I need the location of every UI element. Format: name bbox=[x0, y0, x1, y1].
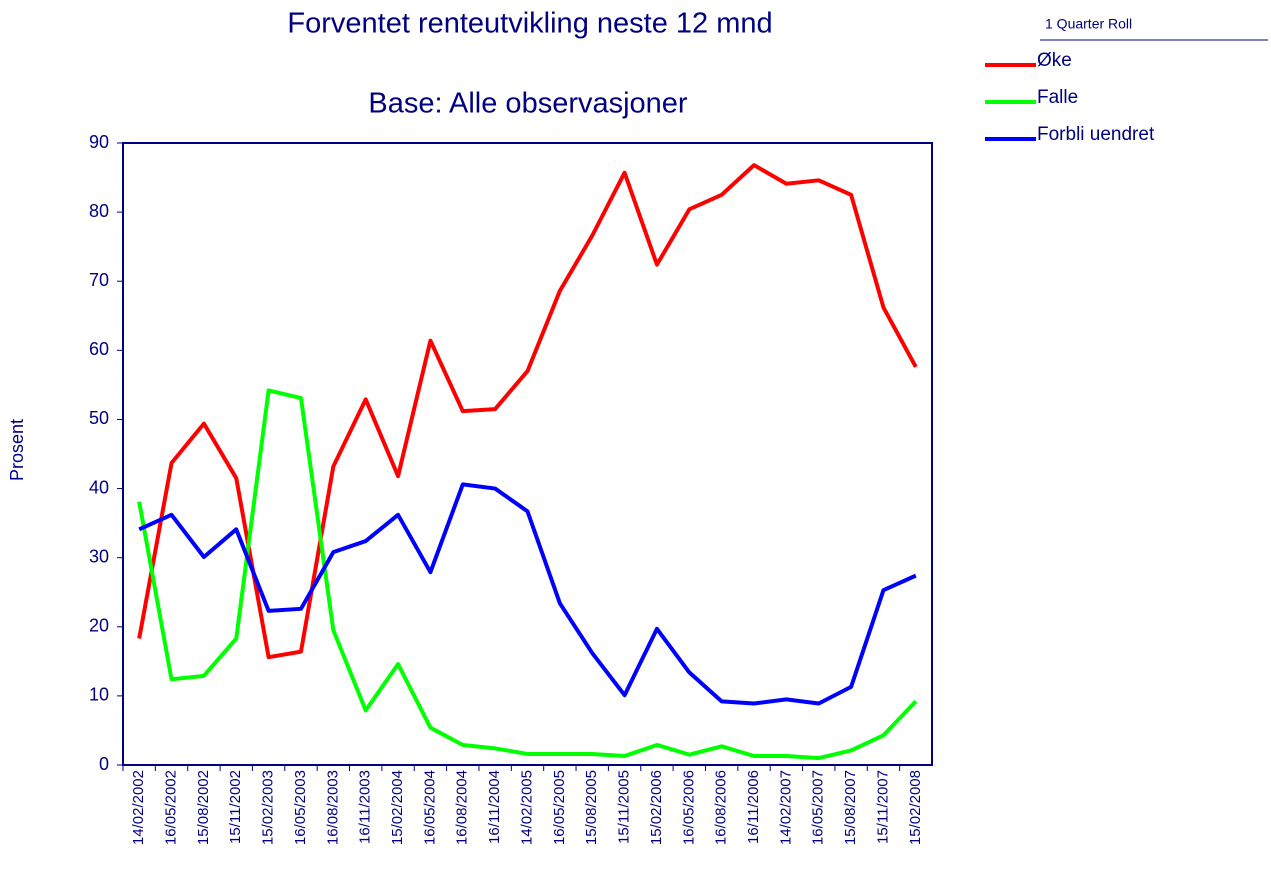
legend-title: 1 Quarter Roll bbox=[1045, 16, 1132, 32]
chart-subtitle: Base: Alle observasjoner bbox=[368, 88, 688, 120]
y-tick-label: 30 bbox=[89, 546, 109, 566]
x-tick-label: 15/08/2005 bbox=[583, 770, 600, 845]
y-tick-label: 90 bbox=[89, 132, 109, 152]
x-tick-label: 16/05/2005 bbox=[551, 770, 568, 845]
y-tick-label: 60 bbox=[89, 339, 109, 359]
x-tick-label: 16/05/2004 bbox=[421, 770, 438, 845]
y-tick-label: 40 bbox=[89, 477, 109, 497]
x-tick-label: 14/02/2002 bbox=[130, 770, 147, 845]
x-tick-label: 16/05/2007 bbox=[810, 770, 827, 845]
x-tick-label: 15/08/2007 bbox=[842, 770, 859, 845]
y-tick-label: 20 bbox=[89, 616, 109, 636]
x-tick-label: 16/08/2003 bbox=[324, 770, 341, 845]
series-line bbox=[137, 163, 918, 660]
x-tick-label: 16/05/2002 bbox=[163, 770, 180, 845]
series-line bbox=[138, 482, 917, 706]
chart-title: Forventet renteutvikling neste 12 mnd bbox=[287, 8, 772, 40]
x-tick-label: 16/08/2006 bbox=[713, 770, 730, 845]
x-tick-label: 15/02/2004 bbox=[389, 770, 406, 845]
y-tick-label: 50 bbox=[89, 408, 109, 428]
x-tick-label: 15/11/2002 bbox=[227, 770, 244, 844]
x-tick-label: 15/02/2006 bbox=[648, 770, 665, 845]
x-tick-label: 16/05/2003 bbox=[292, 770, 309, 845]
y-tick-label: 0 bbox=[99, 754, 109, 774]
y-axis-label: Prosent bbox=[7, 419, 27, 481]
x-tick-label: 15/08/2002 bbox=[195, 770, 212, 845]
x-tick-label: 16/11/2006 bbox=[745, 770, 762, 844]
x-tick-label: 16/05/2006 bbox=[680, 770, 697, 845]
x-tick-label: 15/02/2008 bbox=[907, 770, 924, 845]
x-tick-label: 15/11/2007 bbox=[874, 770, 891, 844]
series-line bbox=[137, 388, 918, 761]
x-tick-label: 15/02/2003 bbox=[260, 770, 277, 845]
x-tick-label: 16/11/2003 bbox=[357, 770, 374, 844]
x-tick-label: 14/02/2005 bbox=[518, 770, 535, 845]
y-tick-label: 80 bbox=[89, 201, 109, 221]
x-tick-label: 16/08/2004 bbox=[454, 770, 471, 845]
legend-label: Forbli uendret bbox=[1037, 124, 1155, 145]
plot-frame bbox=[122, 142, 933, 766]
legend-label: Falle bbox=[1037, 87, 1078, 108]
y-tick-label: 10 bbox=[89, 685, 109, 705]
x-tick-label: 15/11/2005 bbox=[616, 770, 633, 844]
x-tick-label: 14/02/2007 bbox=[777, 770, 794, 845]
legend-label: Øke bbox=[1037, 50, 1072, 71]
x-tick-label: 16/11/2004 bbox=[486, 770, 503, 844]
y-tick-label: 70 bbox=[89, 270, 109, 290]
